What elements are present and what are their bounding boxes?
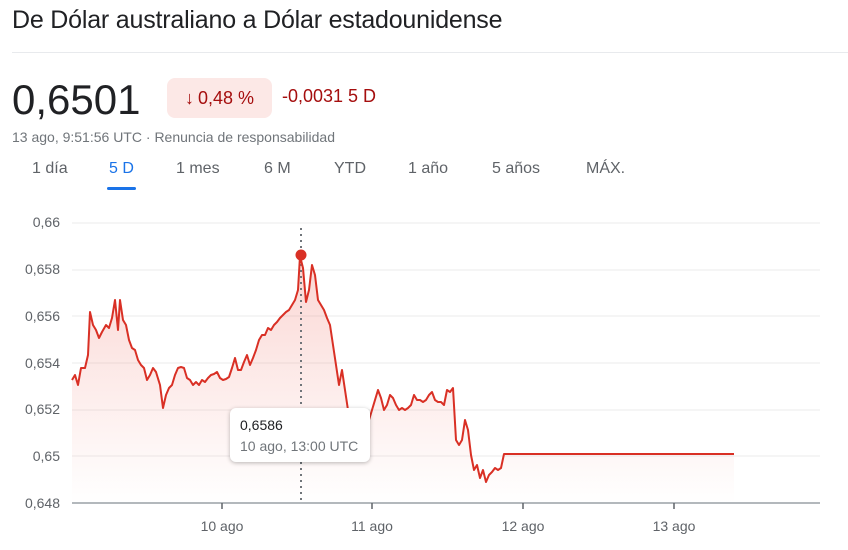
y-tick-label: 0,658 <box>24 261 60 277</box>
change-percent-badge: ↓ 0,48 % <box>167 78 272 118</box>
tab-1-month[interactable]: 1 mes <box>176 160 220 177</box>
tab-1-year[interactable]: 1 año <box>408 160 449 177</box>
tab-ytd[interactable]: YTD <box>334 160 366 177</box>
x-tick-label: 11 ago <box>351 518 393 534</box>
change-percent: 0,48 % <box>197 87 255 108</box>
current-price: 0,6501 <box>12 76 141 123</box>
tab-max[interactable]: MÁX. <box>586 160 626 177</box>
quote-meta: 13 ago, 9:51:56 UTC · Renuncia de respon… <box>12 129 335 145</box>
tooltip-value: 0,6586 <box>240 417 283 433</box>
y-tick-label: 0,648 <box>24 495 60 511</box>
y-tick-label: 0,66 <box>32 214 60 230</box>
y-tick-label: 0,654 <box>24 355 60 371</box>
y-tick-label: 0,656 <box>24 308 60 324</box>
tab-5-days[interactable]: 5 D <box>107 160 136 190</box>
quote-timestamp: 13 ago, 9:51:56 UTC <box>12 129 142 145</box>
tab-6-months[interactable]: 6 M <box>264 160 291 177</box>
tooltip-time: 10 ago, 13:00 UTC <box>240 438 359 454</box>
x-ticks <box>221 503 675 509</box>
price-line <box>71 255 734 483</box>
x-tick-label: 12 ago <box>501 518 545 534</box>
arrow-down-icon: ↓ <box>184 87 194 108</box>
meta-separator: · <box>145 129 151 145</box>
disclaimer-link[interactable]: Renuncia de responsabilidad <box>154 129 336 145</box>
x-tick-label: 13 ago <box>652 518 696 534</box>
y-tick-label: 0,65 <box>32 448 60 464</box>
chart-tooltip: 0,6586 10 ago, 13:00 UTC <box>230 408 370 462</box>
page-title: De Dólar australiano a Dólar estadounide… <box>12 6 503 34</box>
header-divider <box>12 52 848 53</box>
tab-5-years[interactable]: 5 años <box>492 160 541 177</box>
tab-1-day[interactable]: 1 día <box>32 160 68 177</box>
change-absolute: -0,0031 5 D <box>282 86 377 106</box>
price-area-fill <box>72 256 734 503</box>
y-tick-label: 0,652 <box>24 401 60 417</box>
x-tick-label: 10 ago <box>200 518 244 534</box>
highlight-point <box>295 249 307 261</box>
